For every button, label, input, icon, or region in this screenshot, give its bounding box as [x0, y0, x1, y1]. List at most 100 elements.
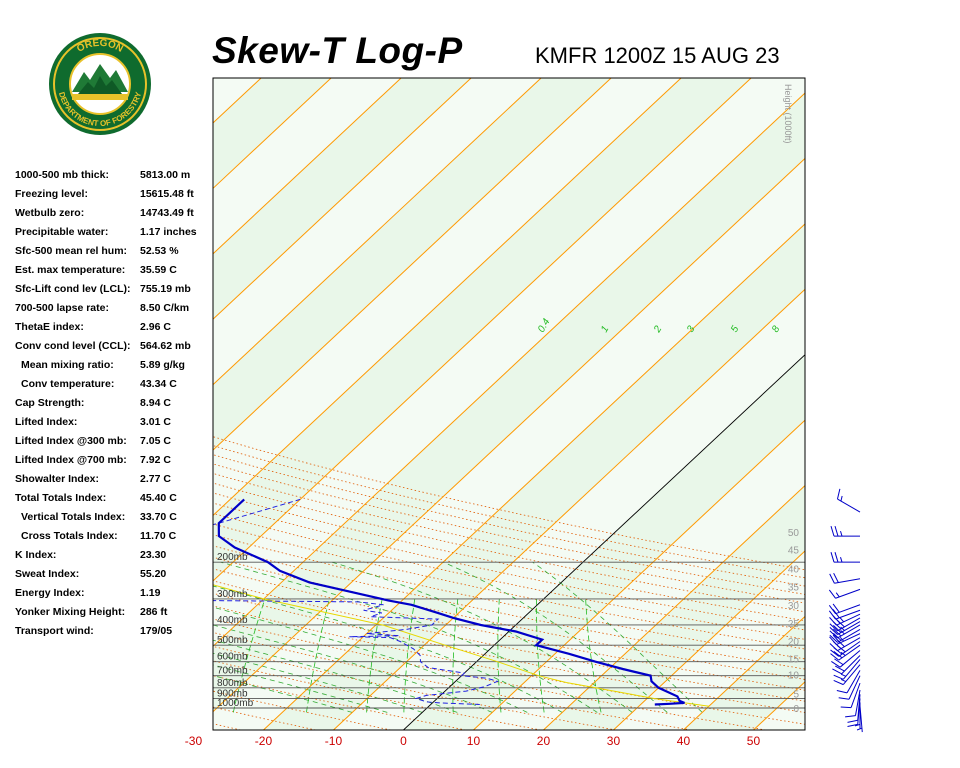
index-value: 55.20 [140, 568, 167, 580]
index-value: 2.77 C [140, 473, 171, 485]
index-label: Lifted Index @700 mb: [15, 454, 127, 466]
index-label: Sfc-500 mean rel hum: [15, 245, 128, 257]
x-tick-label: 40 [677, 734, 691, 748]
height-tick-label: 45 [788, 546, 800, 557]
isotherm [213, 92, 805, 648]
wind-barb [840, 682, 861, 709]
index-label: Sweat Index: [15, 568, 80, 580]
isobar-label: 700mb [217, 666, 248, 677]
moist-adiabat [213, 606, 528, 713]
index-value: 8.94 C [140, 397, 171, 409]
index-row: Sfc-500 mean rel hum: 52.53 % [15, 242, 215, 261]
mixing-ratio-line [536, 598, 545, 713]
mixing-ratio-label: 5 [729, 324, 742, 335]
mixing-ratio-label: 3 [685, 324, 698, 335]
index-label: Freezing level: [15, 188, 88, 200]
index-label: Yonker Mixing Height: [15, 606, 126, 618]
isotherm [613, 550, 805, 730]
isotherm [263, 223, 805, 730]
indices-panel: 1000-500 mb thick: 5813.00 m Freezing leve… [15, 166, 215, 641]
height-tick-label: 25 [788, 619, 800, 630]
isotherm [683, 615, 805, 730]
index-row: Cross Totals Index: 11.70 C [15, 527, 215, 546]
index-label: Sfc-Lift cond lev (LCL): [15, 283, 131, 295]
isotherm [473, 419, 805, 730]
index-row: Est. max temperature: 35.59 C [15, 261, 215, 280]
index-label: Conv temperature: [21, 378, 115, 390]
isotherm [213, 78, 472, 320]
isotherm [213, 78, 612, 451]
index-row: Yonker Mixing Height: 286 ft [15, 603, 215, 622]
index-value: 5.89 g/kg [140, 359, 185, 371]
isotherm-band [823, 78, 960, 730]
wind-barb [833, 659, 861, 680]
index-value: 7.92 C [140, 454, 171, 466]
height-tick-label: 20 [788, 637, 800, 648]
wind-barb [829, 572, 861, 584]
dry-adiabat [213, 502, 805, 631]
wind-barb [856, 706, 863, 733]
x-tick-label: -30 [185, 734, 203, 748]
x-tick-label: 10 [467, 734, 481, 748]
wind-barb [833, 664, 861, 686]
wind-barb [830, 644, 861, 661]
index-value: 45.40 C [140, 492, 177, 504]
index-row: Sweat Index: 55.20 [15, 565, 215, 584]
isotherm [543, 484, 805, 730]
index-label: Transport wind: [15, 625, 94, 637]
dry-adiabat [213, 568, 805, 691]
index-value: 14743.49 ft [140, 207, 194, 219]
index-row: 700-500 lapse rate: 8.50 C/km [15, 299, 215, 318]
moist-adiabat [213, 664, 388, 713]
plot-area [213, 78, 960, 730]
moist-adiabat [331, 561, 633, 713]
index-value: 33.70 C [140, 511, 177, 523]
isobar-label: 400mb [217, 615, 248, 626]
wind-barb [829, 628, 861, 643]
isobar-label: 900mb [217, 688, 248, 699]
isotherm-band [213, 93, 805, 712]
index-row: Mean mixing ratio: 5.89 g/kg [15, 356, 215, 375]
isotherm [213, 78, 752, 582]
x-tick-label: 30 [607, 734, 621, 748]
index-value: 11.70 C [140, 530, 177, 542]
index-value: 1.19 [140, 587, 161, 599]
parcel-path-line [213, 584, 710, 707]
wind-barb [829, 621, 861, 635]
mixing-ratio-line [585, 598, 602, 713]
freezing-isotherm [403, 354, 805, 730]
mixing-ratio-line [497, 598, 502, 713]
isobar-label: 500mb [217, 635, 248, 646]
index-row: ThetaE index: 2.96 C [15, 318, 215, 337]
isotherm [213, 78, 332, 190]
index-row: K Index: 23.30 [15, 546, 215, 565]
height-tick-label: 35 [788, 583, 800, 594]
index-label: Total Totals Index: [15, 492, 107, 504]
isotherm [213, 78, 682, 517]
index-label: K Index: [15, 549, 57, 561]
x-tick-label: -10 [325, 734, 343, 748]
isobar-label: 1000mb [217, 698, 254, 709]
isotherm [333, 288, 805, 730]
wind-barb [836, 488, 861, 513]
index-row: Conv cond level (CCL): 564.62 mb [15, 337, 215, 356]
oregon-forestry-logo: OREGON DEPARTMENT OF FORESTRY [48, 32, 152, 136]
index-row: Precipitable water: 1.17 inches [15, 223, 215, 242]
wind-barb [831, 650, 861, 668]
index-row: Transport wind: 179/05 [15, 622, 215, 641]
isotherm [213, 78, 402, 255]
isotherm [213, 78, 542, 386]
isobar-label: 800mb [217, 678, 248, 689]
index-value: 755.19 mb [140, 283, 191, 295]
index-label: Lifted Index @300 mb: [15, 435, 127, 447]
index-label: Energy Index: [15, 587, 85, 599]
chart-title: Skew-T Log-P [212, 30, 463, 71]
index-label: 700-500 lapse rate: [15, 302, 109, 314]
index-row: Lifted Index: 3.01 C [15, 413, 215, 432]
wind-barb [836, 670, 861, 694]
index-label: Conv cond level (CCL): [15, 340, 131, 352]
height-tick-label: 10 [788, 670, 800, 681]
index-value: 8.50 C/km [140, 302, 190, 314]
wind-barb [828, 588, 861, 599]
